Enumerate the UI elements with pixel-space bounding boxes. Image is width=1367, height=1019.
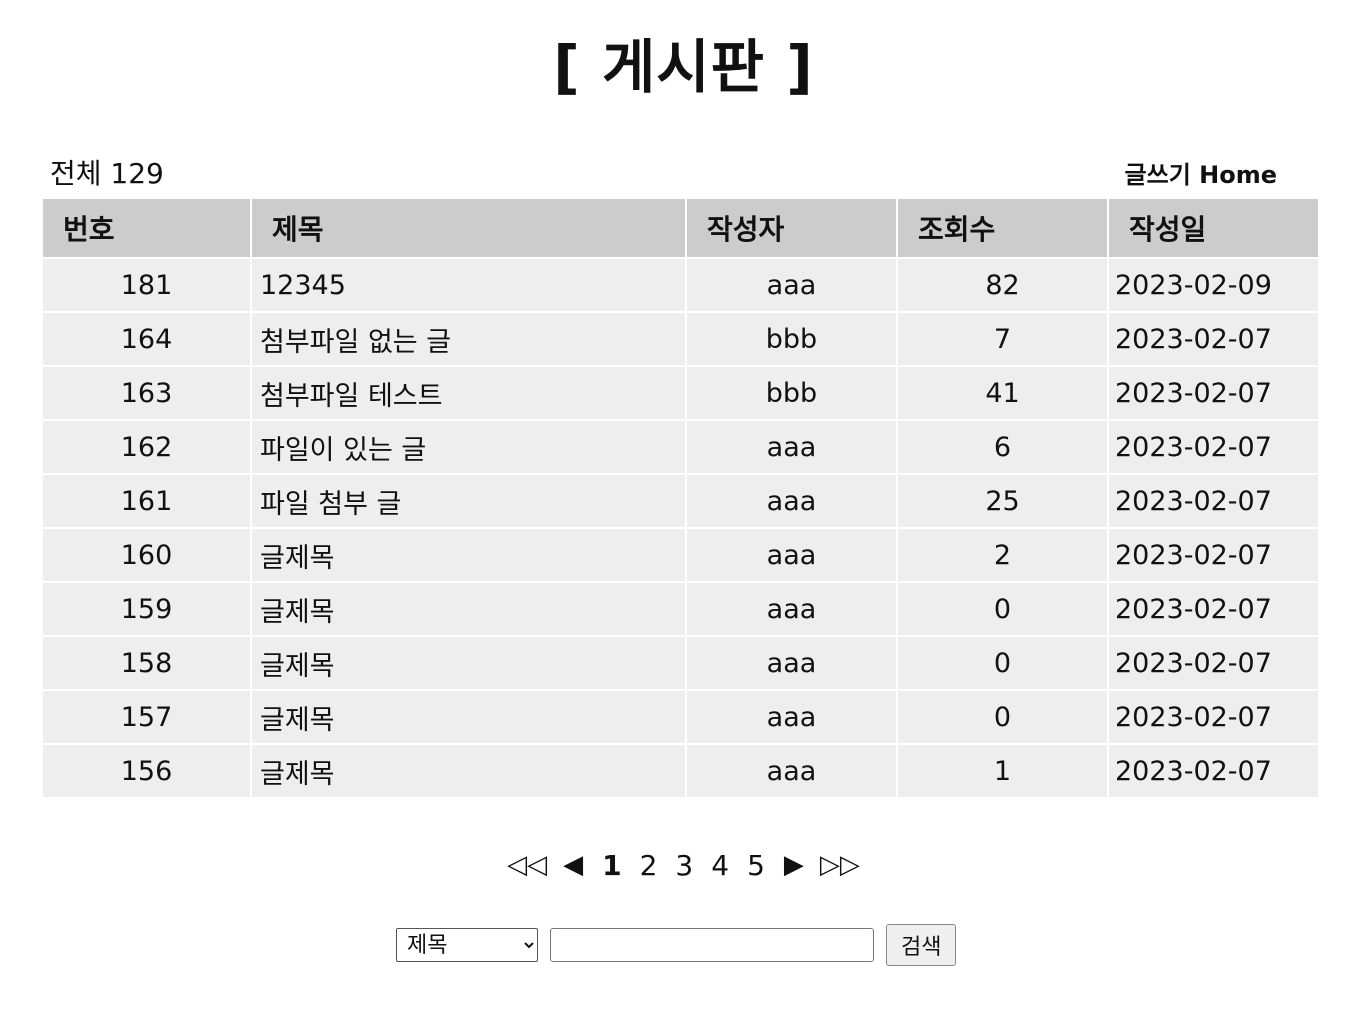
- post-date: 2023-02-09: [1109, 259, 1318, 311]
- post-title-link[interactable]: 글제목: [252, 691, 685, 743]
- header-views: 조회수: [898, 199, 1107, 257]
- post-title-link[interactable]: 첨부파일 테스트: [252, 367, 685, 419]
- prev-page-button[interactable]: ◀: [563, 850, 584, 880]
- table-row: 164 첨부파일 없는 글 bbb 7 2023-02-07: [43, 313, 1318, 365]
- table-row: 158 글제목 aaa 0 2023-02-07: [43, 637, 1318, 689]
- table-row: 156 글제목 aaa 1 2023-02-07: [43, 745, 1318, 797]
- board-table: 번호 제목 작성자 조회수 작성일 181 12345 aaa 82 2023-…: [41, 197, 1320, 799]
- post-number: 164: [43, 313, 250, 365]
- board-links: 글쓰기 Home: [1125, 155, 1277, 190]
- post-date: 2023-02-07: [1109, 691, 1318, 743]
- post-writer: aaa: [687, 691, 896, 743]
- post-views: 0: [898, 691, 1107, 743]
- post-views: 82: [898, 259, 1107, 311]
- post-title-link[interactable]: 첨부파일 없는 글: [252, 313, 685, 365]
- page-number[interactable]: 5: [747, 848, 765, 882]
- post-writer: aaa: [687, 529, 896, 581]
- post-number: 161: [43, 475, 250, 527]
- table-header-row: 번호 제목 작성자 조회수 작성일: [43, 199, 1318, 257]
- post-views: 41: [898, 367, 1107, 419]
- board-toolbar: 전체 129 글쓰기 Home: [43, 150, 1277, 194]
- post-number: 162: [43, 421, 250, 473]
- post-views: 6: [898, 421, 1107, 473]
- header-writer: 작성자: [687, 199, 896, 257]
- header-num: 번호: [43, 199, 250, 257]
- last-page-button[interactable]: ▷▷: [819, 850, 860, 880]
- post-number: 181: [43, 259, 250, 311]
- post-title-link[interactable]: 글제목: [252, 745, 685, 797]
- post-views: 7: [898, 313, 1107, 365]
- first-page-button[interactable]: ◁◁: [507, 850, 548, 880]
- post-title-link[interactable]: 파일이 있는 글: [252, 421, 685, 473]
- search-type-select[interactable]: 제목: [396, 928, 538, 962]
- post-date: 2023-02-07: [1109, 421, 1318, 473]
- post-date: 2023-02-07: [1109, 313, 1318, 365]
- post-views: 2: [898, 529, 1107, 581]
- page-number[interactable]: 3: [675, 848, 694, 882]
- header-title: 제목: [252, 199, 685, 257]
- post-title-link[interactable]: 글제목: [252, 529, 685, 581]
- post-number: 158: [43, 637, 250, 689]
- post-number: 156: [43, 745, 250, 797]
- page-title: [ 게시판 ]: [553, 33, 814, 101]
- post-writer: aaa: [687, 421, 896, 473]
- total-count: 전체 129: [50, 157, 164, 190]
- post-number: 159: [43, 583, 250, 635]
- post-writer: bbb: [687, 367, 896, 419]
- post-title-link[interactable]: 12345: [252, 259, 685, 311]
- post-views: 25: [898, 475, 1107, 527]
- search-input[interactable]: [550, 928, 874, 962]
- table-row: 163 첨부파일 테스트 bbb 41 2023-02-07: [43, 367, 1318, 419]
- page-number[interactable]: 4: [711, 848, 730, 882]
- table-row: 161 파일 첨부 글 aaa 25 2023-02-07: [43, 475, 1318, 527]
- post-number: 157: [43, 691, 250, 743]
- search-button[interactable]: 검색: [886, 924, 957, 966]
- post-date: 2023-02-07: [1109, 475, 1318, 527]
- post-writer: aaa: [687, 745, 896, 797]
- post-date: 2023-02-07: [1109, 745, 1318, 797]
- post-writer: aaa: [687, 259, 896, 311]
- post-title-link[interactable]: 글제목: [252, 583, 685, 635]
- post-title-link[interactable]: 글제목: [252, 637, 685, 689]
- post-number: 160: [43, 529, 250, 581]
- table-row: 159 글제목 aaa 0 2023-02-07: [43, 583, 1318, 635]
- page-number-current[interactable]: 1: [602, 848, 622, 882]
- header-date: 작성일: [1109, 199, 1318, 257]
- post-date: 2023-02-07: [1109, 637, 1318, 689]
- post-number: 163: [43, 367, 250, 419]
- page-number[interactable]: 2: [639, 848, 658, 882]
- table-row: 162 파일이 있는 글 aaa 6 2023-02-07: [43, 421, 1318, 473]
- search-form: 제목 검색: [396, 923, 957, 967]
- next-page-button[interactable]: ▶: [783, 850, 804, 880]
- post-writer: aaa: [687, 475, 896, 527]
- post-date: 2023-02-07: [1109, 583, 1318, 635]
- post-views: 1: [898, 745, 1107, 797]
- post-date: 2023-02-07: [1109, 367, 1318, 419]
- write-link[interactable]: 글쓰기: [1124, 160, 1191, 189]
- post-writer: aaa: [687, 637, 896, 689]
- post-date: 2023-02-07: [1109, 529, 1318, 581]
- table-row: 181 12345 aaa 82 2023-02-09: [43, 259, 1318, 311]
- pagination: ◁◁ ◀ 1 2 3 4 5 ▶ ▷▷: [0, 840, 1367, 890]
- table-row: 160 글제목 aaa 2 2023-02-07: [43, 529, 1318, 581]
- post-writer: aaa: [687, 583, 896, 635]
- post-writer: bbb: [687, 313, 896, 365]
- post-views: 0: [898, 637, 1107, 689]
- home-link[interactable]: Home: [1199, 160, 1277, 189]
- post-views: 0: [898, 583, 1107, 635]
- post-title-link[interactable]: 파일 첨부 글: [252, 475, 685, 527]
- table-row: 157 글제목 aaa 0 2023-02-07: [43, 691, 1318, 743]
